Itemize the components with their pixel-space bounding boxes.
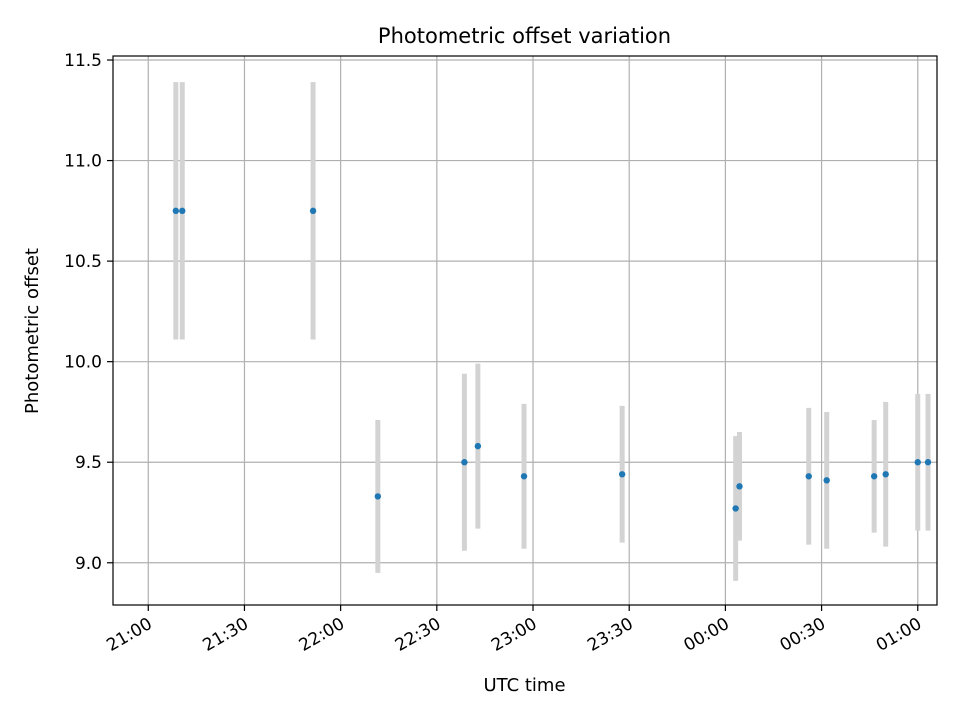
data-point xyxy=(870,473,878,480)
data-point xyxy=(172,207,180,215)
data-point xyxy=(618,471,626,478)
data-point xyxy=(924,459,932,466)
y-tick-label: 10.0 xyxy=(64,353,102,373)
data-point xyxy=(461,459,468,466)
data-point xyxy=(823,477,830,484)
data-points xyxy=(172,207,932,512)
data-point xyxy=(179,207,186,215)
data-point xyxy=(520,473,528,480)
data-point xyxy=(374,493,382,500)
x-axis-label: UTC time xyxy=(483,675,565,696)
plot-frame xyxy=(112,55,938,606)
data-point xyxy=(732,505,739,512)
y-axis-ticks: 9.0 9.5 10.0 10.5 11.0 11.5 xyxy=(64,51,113,574)
data-point xyxy=(736,483,743,490)
y-axis-label: Photometric offset xyxy=(22,248,43,414)
y-tick-label: 11.5 xyxy=(64,51,102,71)
y-tick-label: 9.5 xyxy=(75,453,102,473)
data-point xyxy=(805,473,812,480)
data-point xyxy=(882,471,889,478)
data-point xyxy=(309,207,317,215)
chart-title: Photometric offset variation xyxy=(378,24,671,48)
y-tick-label: 11.0 xyxy=(64,152,102,172)
y-tick-label: 10.5 xyxy=(64,252,102,272)
grid xyxy=(113,56,937,605)
data-point xyxy=(474,442,482,450)
data-point xyxy=(914,459,921,466)
y-tick-label: 9.0 xyxy=(75,554,102,574)
